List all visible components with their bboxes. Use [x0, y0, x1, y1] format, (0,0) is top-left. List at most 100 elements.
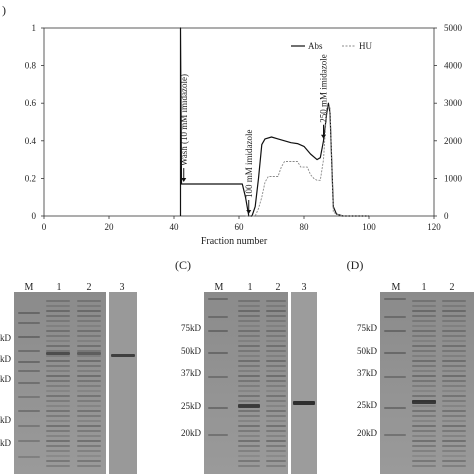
gel-middle-band — [266, 395, 286, 397]
gel-right-band — [442, 390, 466, 392]
gel-right-band — [442, 460, 466, 462]
gel-left: M 1 2 3 kD kD kD kD kD — [0, 282, 137, 474]
gel-right-band — [442, 415, 466, 417]
elution-chart: ) 0 20 40 60 80 100 120 0 0.2 0.4 0.6 0.8 1 0 1000 20… — [2, 3, 463, 247]
gel-right-band — [412, 365, 436, 367]
gel-left-band — [77, 352, 101, 355]
x-tick-label: 40 — [170, 222, 180, 232]
gel-middle-band — [238, 404, 260, 408]
gel-middle-band — [266, 415, 286, 417]
gel-right-band — [442, 375, 466, 377]
gel-right-band — [442, 420, 466, 422]
panel-d-label: (D) — [347, 258, 364, 272]
gel-middle-band — [238, 455, 260, 457]
gel-middle-band — [266, 380, 286, 382]
gel-right-band — [384, 407, 406, 409]
gel-middle-band — [238, 395, 260, 397]
gel-left-band — [46, 405, 70, 407]
gel-left-band — [77, 330, 101, 332]
gel-right-band — [384, 298, 406, 300]
gel-right-band — [384, 376, 406, 378]
gel-middle-lane-2: 2 — [276, 282, 281, 293]
gel-middle-band — [266, 440, 286, 442]
gel-left-band — [77, 315, 101, 317]
gel-left-band — [46, 325, 70, 327]
gel-middle-band — [208, 298, 228, 300]
annotations: Wash (10 mM imidazole) 100 mM imidazole 25… — [179, 54, 329, 214]
gel-left-band — [77, 340, 101, 342]
gel-middle-band — [238, 430, 260, 432]
gel-middle-marker-50: 50kD — [181, 346, 202, 356]
gel-left-band — [77, 380, 101, 382]
gel-left-band — [18, 456, 40, 458]
gel-middle-marker-75: 75kD — [181, 323, 202, 333]
gel-middle-marker-37: 37kD — [181, 368, 202, 378]
gel-right-band — [412, 410, 436, 412]
gel-left-band — [77, 350, 101, 352]
gel-right-band — [442, 360, 466, 362]
gel-left-band — [77, 375, 101, 377]
gel-right-band — [412, 465, 436, 467]
gel-left-band — [77, 455, 101, 457]
gel-left-band — [77, 430, 101, 432]
gel-right-band — [412, 415, 436, 417]
x-tick-label: 100 — [362, 222, 376, 232]
plot-frame — [43, 27, 435, 217]
gel-right-band — [412, 455, 436, 457]
gel-left-band — [77, 390, 101, 392]
gel-left-band — [46, 385, 70, 387]
gel-left-band — [77, 325, 101, 327]
gel-left-background — [14, 292, 106, 474]
gel-middle-band — [266, 335, 286, 337]
gel-right-band — [412, 390, 436, 392]
annotation-arrow-head — [321, 134, 326, 139]
gel-right-band — [412, 400, 436, 404]
gel-middle-lane-m: M — [215, 282, 224, 293]
gel-middle-band — [238, 425, 260, 427]
gel-left-marker-37: kD — [0, 374, 12, 384]
gel-right-band — [412, 405, 436, 407]
gel-right-band — [442, 425, 466, 427]
annotation-arrow-head — [181, 178, 187, 183]
gel-left-band — [77, 300, 101, 302]
annotation-label: 100 mM imidazole — [244, 130, 254, 199]
gel-left-band — [77, 405, 101, 407]
gel-right-band — [412, 375, 436, 377]
gel-middle-band — [266, 455, 286, 457]
y-left-tick-label: 1 — [32, 23, 37, 33]
gel-right-band — [412, 360, 436, 362]
gel-middle-band — [266, 330, 286, 332]
gel-middle-band — [208, 330, 228, 332]
gel-right-band — [412, 305, 436, 307]
gel-middle-band — [266, 410, 286, 412]
gel-right-band — [442, 385, 466, 387]
gel-middle-band — [266, 425, 286, 427]
gel-middle-band — [266, 345, 286, 347]
gel-left-lane-m: M — [25, 282, 34, 293]
gel-left-band — [46, 330, 70, 332]
gel-left-band — [46, 445, 70, 447]
gel-left-band — [46, 425, 70, 427]
gel-left-band — [77, 385, 101, 387]
x-axis-ticks: 0 20 40 60 80 100 120 — [42, 216, 441, 232]
gel-left-band — [46, 365, 70, 367]
gel-right-band — [442, 370, 466, 372]
gel-middle-band — [238, 350, 260, 352]
gel-left-band — [46, 355, 70, 357]
gel-middle-band — [266, 315, 286, 317]
y-right-tick-label: 4000 — [444, 61, 463, 71]
gel-middle-separator — [288, 292, 291, 474]
gel-middle-band — [266, 305, 286, 307]
gel-right-band — [412, 310, 436, 312]
gel-left-band — [18, 410, 40, 412]
gel-middle-band — [208, 434, 228, 436]
gel-right-lane-m: M — [392, 282, 401, 293]
gel-left-band — [77, 445, 101, 447]
gel-right-marker-37: 37kD — [357, 368, 378, 378]
gel-left-band — [46, 370, 70, 372]
gel-left-lane3-bg — [109, 292, 137, 474]
gel-left-bands — [18, 300, 135, 467]
gel-middle-band — [238, 325, 260, 327]
gel-right-lane-1: 1 — [422, 282, 427, 293]
gel-left-band — [77, 400, 101, 402]
